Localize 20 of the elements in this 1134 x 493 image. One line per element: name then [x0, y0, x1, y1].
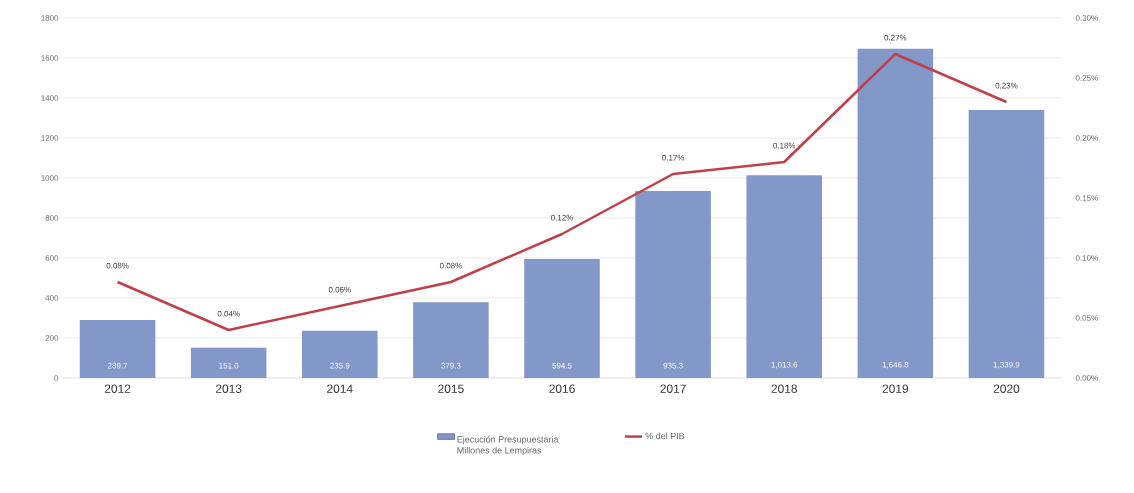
bar — [190, 347, 267, 378]
bar — [857, 48, 934, 378]
x-tick-label: 2013 — [215, 384, 242, 393]
bar — [746, 175, 823, 378]
bar — [79, 320, 156, 378]
x-tick-label: 2016 — [549, 384, 575, 393]
x-tick-label: 2018 — [771, 384, 797, 393]
legend-label: % del PIB — [645, 432, 685, 440]
bar — [635, 190, 711, 378]
bar — [302, 330, 378, 378]
bar — [968, 110, 1045, 378]
x-tick-label: 2015 — [438, 384, 464, 393]
x-tick-label: 2014 — [327, 384, 353, 393]
x-tick-label: 2019 — [882, 384, 909, 393]
x-tick-label: 2020 — [993, 384, 1020, 393]
x-tick-label: 2017 — [660, 384, 686, 393]
x-tick-label: 2012 — [104, 384, 131, 393]
legend-label: Ejecución Presupuestaria Millones de Lempiras — [457, 435, 559, 456]
bar — [524, 259, 600, 378]
bar — [413, 302, 489, 378]
